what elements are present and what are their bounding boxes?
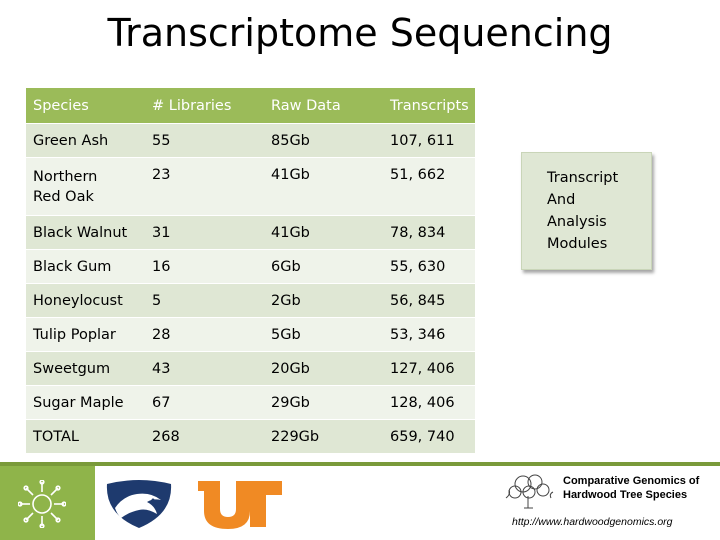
- brand-line: Hardwood Tree Species: [563, 489, 688, 501]
- cell-species: Green Ash: [26, 123, 145, 158]
- cell-transcripts: 55, 630: [383, 249, 475, 284]
- cell-transcripts: 53, 346: [383, 317, 475, 352]
- cell-raw-data: 6Gb: [264, 249, 383, 284]
- cell-transcripts: 51, 662: [383, 157, 475, 216]
- cell-transcripts: 78, 834: [383, 215, 475, 250]
- header-species: Species: [26, 88, 145, 124]
- cell-species: Sugar Maple: [26, 385, 145, 420]
- module-line: Transcript: [547, 170, 619, 186]
- project-brand: Comparative Genomics of Hardwood Tree Sp…: [563, 474, 699, 502]
- cell-transcripts: 127, 406: [383, 351, 475, 386]
- module-line: Analysis: [547, 214, 607, 230]
- slide-title: Transcriptome Sequencing: [107, 11, 613, 55]
- table-row: Black Walnut 31 41Gb 78, 834: [26, 215, 475, 250]
- table-row: Tulip Poplar 28 5Gb 53, 346: [26, 317, 475, 352]
- module-line: Modules: [547, 236, 608, 252]
- table-row: Green Ash 55 85Gb 107, 611: [26, 123, 475, 158]
- tree-icon: [505, 474, 554, 509]
- cell-transcripts: 659, 740: [383, 419, 475, 453]
- table-row-total: TOTAL 268 229Gb 659, 740: [26, 419, 475, 453]
- table-row: Northern Red Oak 23 41Gb 51, 662: [26, 157, 475, 216]
- cell-species: Sweetgum: [26, 351, 145, 386]
- table-row: Sugar Maple 67 29Gb 128, 406: [26, 385, 475, 420]
- transcriptome-table: Species # Libraries Raw Data Transcripts…: [26, 88, 475, 453]
- cell-libraries: 5: [145, 283, 264, 318]
- cell-transcripts: 56, 845: [383, 283, 475, 318]
- cell-libraries: 28: [145, 317, 264, 352]
- cell-libraries: 268: [145, 419, 264, 453]
- table-row: Honeylocust 5 2Gb 56, 845: [26, 283, 475, 318]
- brand-line: Comparative Genomics of: [563, 475, 700, 487]
- transcript-modules-box: Transcript And Analysis Modules: [521, 152, 652, 270]
- footer-rule: [0, 462, 720, 466]
- cell-raw-data: 2Gb: [264, 283, 383, 318]
- cell-libraries: 43: [145, 351, 264, 386]
- cell-libraries: 31: [145, 215, 264, 250]
- cell-raw-data: 85Gb: [264, 123, 383, 158]
- cell-species: Northern Red Oak: [26, 157, 145, 216]
- ut-logo: [198, 481, 282, 529]
- module-box-text: Transcript And Analysis Modules: [547, 167, 618, 255]
- header-transcripts: Transcripts: [383, 88, 475, 124]
- cell-libraries: 16: [145, 249, 264, 284]
- cell-species: Tulip Poplar: [26, 317, 145, 352]
- cell-species: Honeylocust: [26, 283, 145, 318]
- table-row: Sweetgum 43 20Gb 127, 406: [26, 351, 475, 386]
- cell-libraries: 23: [145, 157, 264, 216]
- cell-raw-data: 20Gb: [264, 351, 383, 386]
- module-line: And: [547, 192, 576, 208]
- cell-raw-data: 5Gb: [264, 317, 383, 352]
- header-libraries: # Libraries: [145, 88, 264, 124]
- cell-transcripts: 128, 406: [383, 385, 475, 420]
- header-raw-data: Raw Data: [264, 88, 383, 124]
- table-header-row: Species # Libraries Raw Data Transcripts: [26, 88, 475, 124]
- cell-raw-data: 41Gb: [264, 215, 383, 250]
- cell-species: Black Walnut: [26, 215, 145, 250]
- cell-libraries: 67: [145, 385, 264, 420]
- table-row: Black Gum 16 6Gb 55, 630: [26, 249, 475, 284]
- cell-transcripts: 107, 611: [383, 123, 475, 158]
- cell-species: TOTAL: [26, 419, 145, 453]
- cell-libraries: 55: [145, 123, 264, 158]
- cell-raw-data: 29Gb: [264, 385, 383, 420]
- nsf-logo: [18, 480, 66, 528]
- cell-raw-data: 41Gb: [264, 157, 383, 216]
- project-url-link[interactable]: http://www.hardwoodgenomics.org: [512, 516, 673, 528]
- cell-raw-data: 229Gb: [264, 419, 383, 453]
- penn-state-logo: [106, 480, 172, 528]
- cell-species: Black Gum: [26, 249, 145, 284]
- footer-green-block: [0, 466, 95, 540]
